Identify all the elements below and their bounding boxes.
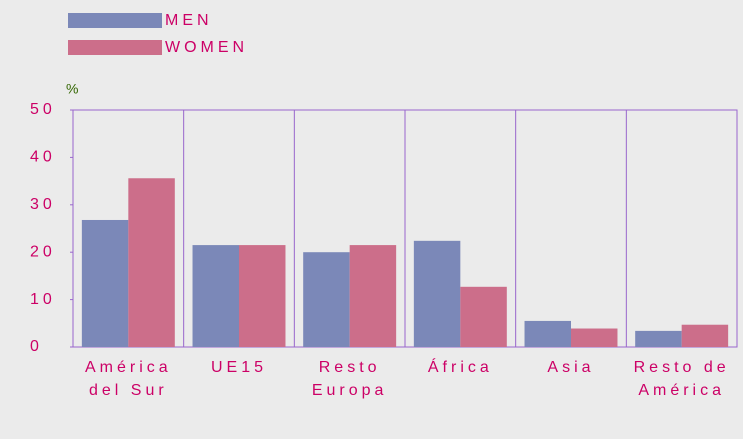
bar: [81, 219, 129, 347]
x-tick-label: Resto Europa: [311, 359, 388, 399]
x-tick-label: África: [427, 359, 493, 376]
bar: [128, 178, 175, 347]
x-tick-label: América del Sur: [84, 359, 172, 399]
x-tick-label: UE15: [210, 359, 267, 376]
bar: [681, 324, 729, 347]
y-tick-label: 40: [30, 149, 56, 166]
legend-label: MEN: [165, 12, 213, 29]
legend-label: WOMEN: [165, 39, 248, 56]
y-tick-label: 50: [30, 101, 56, 118]
legend-swatch: [68, 13, 162, 28]
y-tick-label: 0: [30, 338, 43, 355]
bar: [524, 320, 571, 347]
bar: [303, 252, 350, 347]
y-axis-label: %: [66, 81, 78, 97]
y-tick-label: 20: [30, 243, 56, 260]
x-tick-label: Resto de América: [633, 359, 730, 399]
legend-swatch: [68, 40, 162, 55]
bar: [239, 245, 286, 347]
bar: [571, 328, 618, 347]
bar: [460, 286, 507, 347]
y-tick-label: 10: [30, 291, 56, 308]
x-tick-label: Asia: [547, 359, 595, 376]
bar: [192, 245, 239, 347]
y-tick-label: 30: [30, 196, 56, 213]
bar: [349, 245, 397, 347]
bar: [635, 330, 682, 347]
bar: [413, 240, 461, 347]
